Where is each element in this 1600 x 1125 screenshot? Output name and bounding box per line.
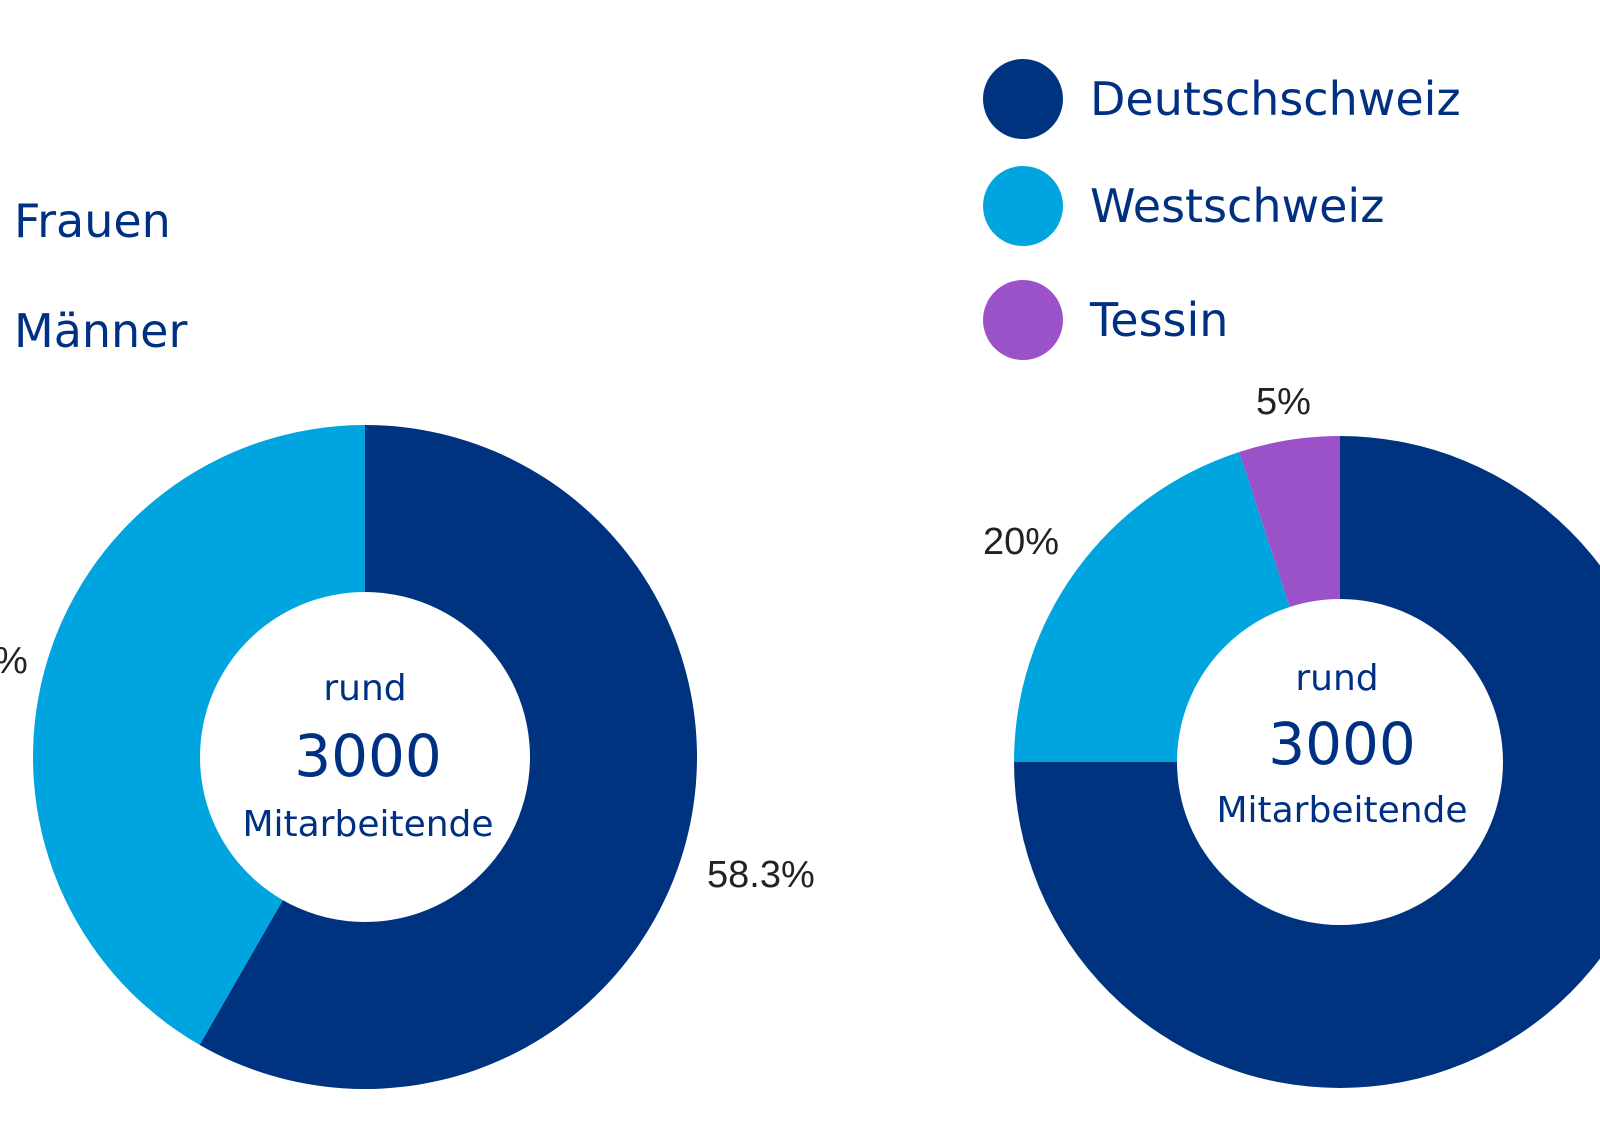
label-maenner: 58.3% xyxy=(707,854,815,896)
center-count: 3000 xyxy=(1268,710,1416,778)
legend-frauen: Frauen xyxy=(14,194,171,248)
legend-westschweiz: Westschweiz xyxy=(1090,179,1384,233)
legend-swatch-deutschschweiz xyxy=(983,59,1063,139)
slice-frauen xyxy=(33,425,366,1045)
center-mitarbeitende: Mitarbeitende xyxy=(1216,790,1467,831)
center-mitarbeitende: Mitarbeitende xyxy=(242,804,493,845)
center-count: 3000 xyxy=(294,722,442,790)
label-tessin: 5% xyxy=(1256,381,1311,423)
center-rund: rund xyxy=(1295,658,1378,699)
center-rund: rund xyxy=(323,668,406,709)
label-westschweiz: 20% xyxy=(983,521,1059,563)
legend-swatch-westschweiz xyxy=(983,166,1063,246)
slice-westschweiz xyxy=(1014,451,1290,762)
legend-maenner: Männer xyxy=(14,304,187,358)
legend-tessin: Tessin xyxy=(1089,293,1228,347)
legend-swatch-tessin xyxy=(983,280,1063,360)
legend-deutschschweiz: Deutschschweiz xyxy=(1090,72,1461,126)
slice-mnner xyxy=(199,425,698,1089)
slice-tessin xyxy=(1239,436,1340,607)
slice-deutschschweiz xyxy=(1014,436,1600,1088)
label-frauen: % xyxy=(0,640,28,682)
